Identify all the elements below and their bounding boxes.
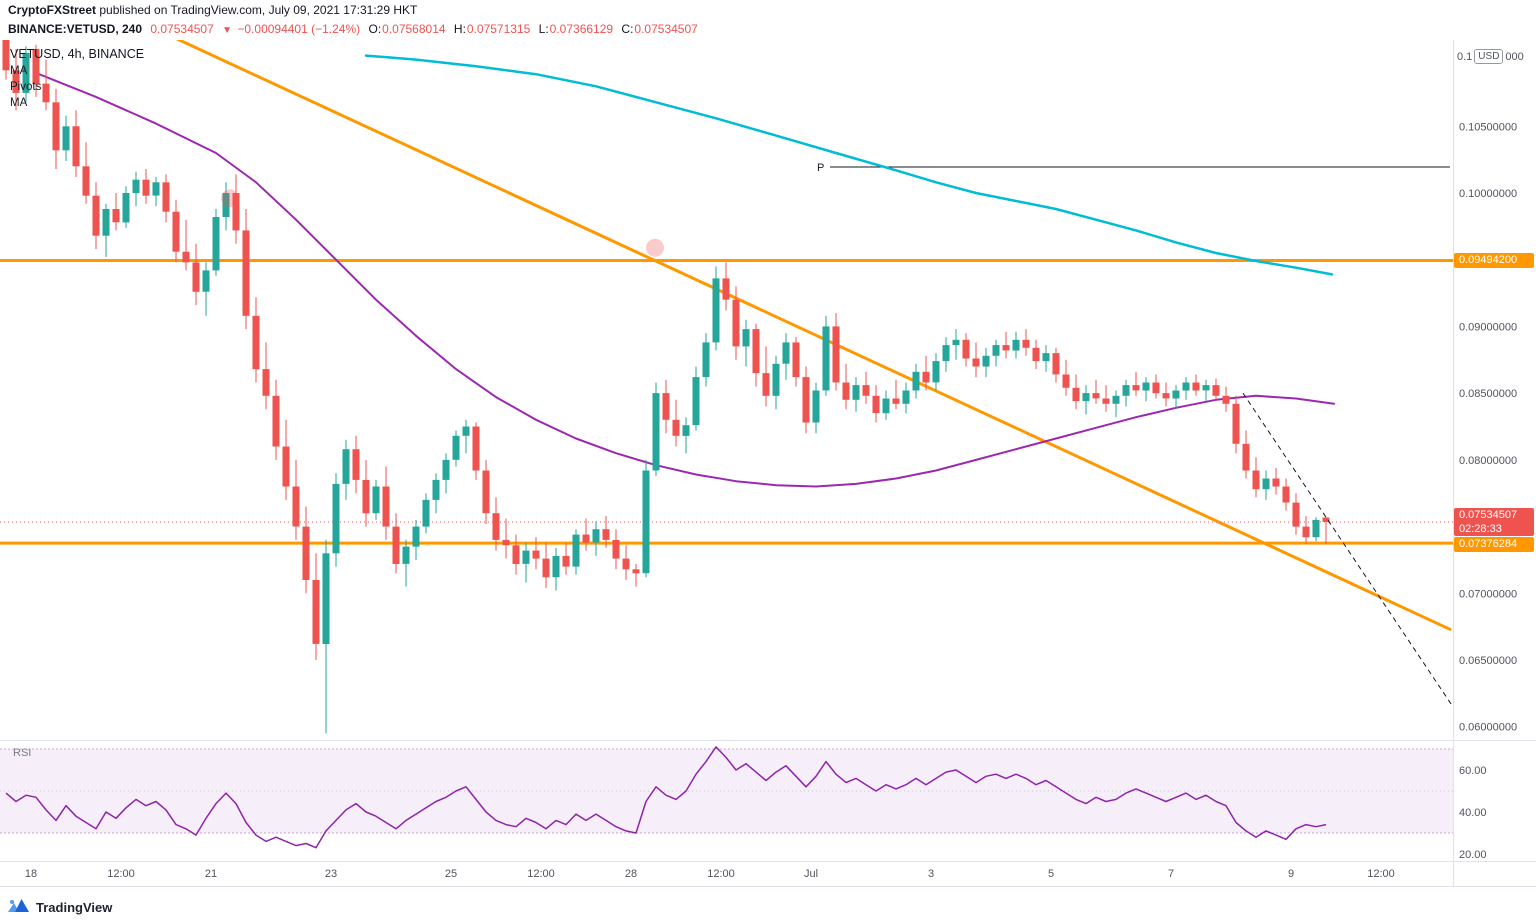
axis-top-label-right: 000 <box>1505 50 1524 63</box>
axis-top-label-left: 0.1 <box>1457 50 1473 63</box>
high-label: H: <box>453 22 466 36</box>
svg-text:0.09000000: 0.09000000 <box>1459 321 1517 333</box>
price-axis[interactable]: 0.10500000 0.10000000 0.09000000 0.08500000… <box>1459 121 1517 861</box>
symbol-info-bar: BINANCE:VETUSD, 240 0.07534507 ▼ −0.0009… <box>0 20 1536 38</box>
pivot-marker <box>221 189 239 208</box>
last-price: 0.07534507 <box>150 22 214 36</box>
svg-text:0.06000000: 0.06000000 <box>1459 722 1517 734</box>
rsi-line <box>5 746 1327 849</box>
svg-text:3: 3 <box>928 868 934 880</box>
svg-text:40.00: 40.00 <box>1459 807 1487 819</box>
svg-text:7: 7 <box>1168 868 1174 880</box>
support-price-badge: 0.07376284 <box>1454 537 1534 552</box>
trendline-orange <box>175 40 1452 631</box>
svg-text:0.10000000: 0.10000000 <box>1459 188 1517 200</box>
svg-text:12:00: 12:00 <box>707 868 735 880</box>
attribution-bar: CryptoFXStreet published on TradingView.… <box>0 0 1536 20</box>
svg-text:18: 18 <box>25 868 37 880</box>
legend-ma-2[interactable]: MA <box>10 97 28 109</box>
svg-text:0.07000000: 0.07000000 <box>1459 588 1517 600</box>
ma-fast-line <box>35 71 1335 488</box>
svg-text:12:00: 12:00 <box>527 868 555 880</box>
svg-text:60.00: 60.00 <box>1459 765 1487 777</box>
svg-text:12:00: 12:00 <box>1367 868 1395 880</box>
last-price-badge-value: 0.07534507 <box>1459 509 1518 521</box>
price-pane[interactable]: P <box>0 0 1453 734</box>
price-down-arrow-icon: ▼ <box>222 25 233 36</box>
time-axis[interactable]: 18 12:00 21 23 25 12:00 28 12:00 Jul 3 5 7 9 12:00 <box>25 868 1395 880</box>
tradingview-logo-icon <box>8 897 30 918</box>
close-label: C: <box>621 22 634 36</box>
svg-text:Jul: Jul <box>804 868 818 880</box>
legend-ma-1[interactable]: MA <box>10 65 28 77</box>
svg-text:28: 28 <box>625 868 637 880</box>
attribution-author: CryptoFXStreet <box>8 3 97 17</box>
price-change: −0.00094401 (−1.24%) <box>237 22 361 36</box>
pivot-marker <box>646 238 664 257</box>
low-label: L: <box>538 22 549 36</box>
attribution-text: published on TradingView.com, July 09, 2… <box>96 3 418 17</box>
last-price-badge: 0.07534507 02:28:33 <box>1454 508 1534 536</box>
close-value: 0.07534507 <box>634 22 698 36</box>
chart-legend: VETUSD, 4h, BINANCE MA Pivots MA <box>10 46 144 111</box>
footer-brand[interactable]: TradingView <box>8 897 112 918</box>
legend-symbol[interactable]: VETUSD, 4h, BINANCE <box>10 47 145 61</box>
rsi-pane[interactable] <box>5 746 1327 849</box>
currency-toggle[interactable]: USD <box>1474 49 1504 64</box>
symbol-name[interactable]: BINANCE:VETUSD, 240 <box>8 22 143 36</box>
svg-text:5: 5 <box>1048 868 1054 880</box>
price-axis-unit-chip: 0.1 USD 000 <box>1457 49 1524 64</box>
svg-text:0.08500000: 0.08500000 <box>1459 388 1517 400</box>
high-value: 0.07571315 <box>466 22 531 36</box>
rsi-band <box>0 748 1453 834</box>
svg-text:9: 9 <box>1288 868 1294 880</box>
svg-text:23: 23 <box>325 868 337 880</box>
svg-text:25: 25 <box>445 868 457 880</box>
svg-text:21: 21 <box>205 868 217 880</box>
pivot-label: P <box>817 162 824 174</box>
footer-brand-text: TradingView <box>36 900 113 915</box>
svg-text:20.00: 20.00 <box>1459 849 1487 861</box>
low-value: 0.07366129 <box>549 22 614 36</box>
resistance-price-badge: 0.09494200 <box>1454 253 1534 268</box>
svg-text:0.08000000: 0.08000000 <box>1459 455 1517 467</box>
legend-pivots[interactable]: Pivots <box>10 81 42 93</box>
ma-slow-line <box>364 54 1334 276</box>
candles <box>2 40 1330 734</box>
svg-text:0.10500000: 0.10500000 <box>1459 121 1517 133</box>
svg-text:0.06500000: 0.06500000 <box>1459 655 1517 667</box>
rsi-pane-label[interactable]: RSI <box>13 747 32 759</box>
candle-countdown: 02:28:33 <box>1459 523 1502 535</box>
svg-text:12:00: 12:00 <box>107 868 135 880</box>
pane-separators <box>0 40 1536 887</box>
open-label: O: <box>368 22 382 36</box>
open-value: 0.07568014 <box>382 22 446 36</box>
